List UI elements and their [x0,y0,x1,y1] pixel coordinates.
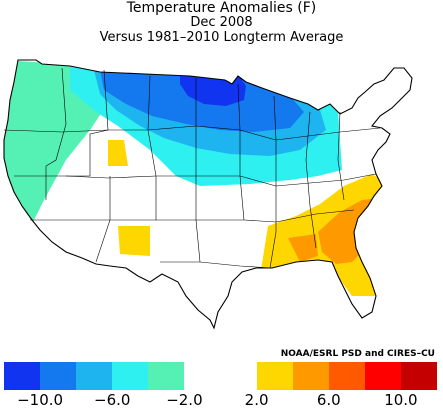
legend-color-bin [292,362,329,390]
legend-color-bin [256,362,293,390]
map-subtitle-2: Versus 1981–2010 Longterm Average [99,30,344,45]
legend-color-bin [364,362,401,390]
color-legend-bar [4,362,437,390]
data-credit: NOAA/ESRL PSD and CIRES–CU [280,349,435,359]
legend-color-bin [112,362,149,390]
map-title: Temperature Anomalies (F) [126,0,317,16]
legend-color-bin [184,362,221,390]
legend-color-bin [328,362,365,390]
state-boundaries [3,67,381,269]
legend-color-bin [220,362,257,390]
legend-color-bin [4,362,41,390]
legend-tick-label: −6.0 [94,391,131,409]
arizona-warm-region [118,226,150,256]
legend-tick-label: 6.0 [316,391,341,409]
map-subtitle: Dec 2008 [190,15,253,30]
legend-color-bin [40,362,77,390]
us-climate-division-map [3,59,413,329]
legend-tick-label: 2.0 [244,391,269,409]
legend-tick-label: −10.0 [17,391,64,409]
legend-color-bin [400,362,437,390]
legend-tick-labels: −10.0 −6.0 −2.0 2.0 6.0 10.0 [0,392,443,409]
legend-tick-label: −2.0 [166,391,203,409]
anomaly-fill-layer [4,60,412,328]
west-coast-cool-region [4,60,110,240]
alabama-warm-patch [288,234,318,262]
idaho-warm-patch [108,140,128,166]
legend-tick-label: 10.0 [384,391,418,409]
legend-color-bin [148,362,185,390]
legend-color-bin [76,362,113,390]
